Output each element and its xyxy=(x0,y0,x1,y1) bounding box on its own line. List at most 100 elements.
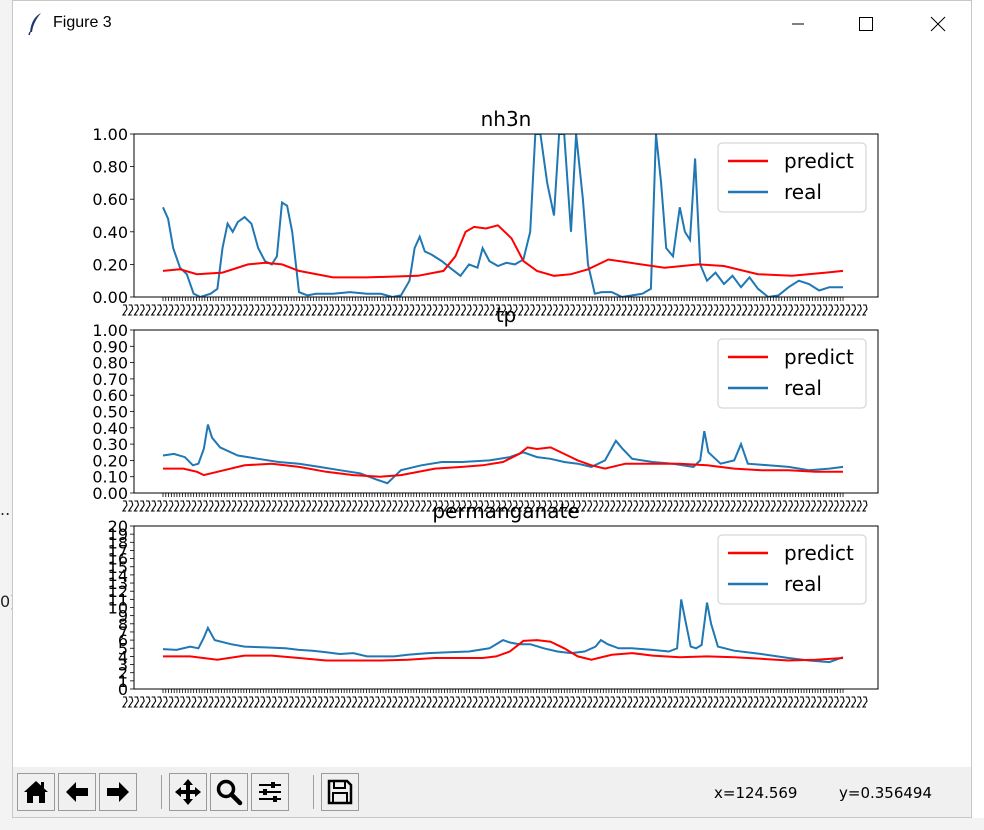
x-tick-label xyxy=(770,500,776,512)
feather-icon xyxy=(28,13,41,36)
x-tick-label xyxy=(626,696,633,708)
x-tick-label xyxy=(414,696,421,708)
minimize-button[interactable] xyxy=(775,1,821,47)
x-tick-label xyxy=(649,696,656,708)
x-tick-label xyxy=(328,500,335,512)
figure-canvas[interactable]: 0.00 0.20 0.40 0.60 0.80 1.00 nh3n predict real 0… xyxy=(13,47,971,767)
title-bar: Figure 3 xyxy=(13,1,971,47)
forward-button[interactable] xyxy=(99,773,137,811)
y-tick-label: 1 xyxy=(118,672,128,691)
save-button[interactable] xyxy=(321,773,359,811)
x-tick-label xyxy=(208,304,214,316)
x-tick-marks xyxy=(162,689,844,693)
zoom-button[interactable] xyxy=(210,773,248,811)
close-button[interactable] xyxy=(915,1,961,47)
x-tick-label xyxy=(546,696,553,708)
x-tick-label xyxy=(638,304,644,316)
x-tick-label xyxy=(758,500,765,512)
x-tick-label xyxy=(787,304,794,316)
x-tick-label xyxy=(712,696,719,708)
x-tick-label xyxy=(569,696,576,708)
series-line-predict xyxy=(163,639,844,662)
pan-button[interactable] xyxy=(169,773,207,811)
x-tick-label xyxy=(643,696,650,708)
x-tick-label xyxy=(144,500,151,512)
x-tick-label xyxy=(248,304,254,316)
configure-subplots-button[interactable] xyxy=(251,773,289,811)
x-tick-label xyxy=(271,304,277,316)
x-tick-label xyxy=(139,304,145,316)
x-tick-label xyxy=(397,696,403,708)
x-tick-label xyxy=(311,696,317,708)
x-tick-label xyxy=(322,696,329,708)
x-tick-label xyxy=(552,500,558,512)
x-tick-label xyxy=(821,500,828,512)
background-desktop xyxy=(0,0,12,830)
x-tick-label xyxy=(735,500,742,512)
x-tick-label xyxy=(701,304,707,316)
x-tick-label xyxy=(471,696,478,708)
x-tick-label xyxy=(236,304,243,316)
x-tick-label xyxy=(804,500,811,512)
x-tick-label xyxy=(672,304,679,316)
x-tick-label xyxy=(150,500,157,512)
y-tick-label: 10 xyxy=(108,599,128,618)
back-button[interactable] xyxy=(58,773,96,811)
x-tick-label xyxy=(167,304,174,316)
x-tick-label xyxy=(225,696,231,708)
x-tick-label xyxy=(580,304,587,316)
subplot-title: nh3n xyxy=(481,107,532,131)
maximize-button[interactable] xyxy=(843,1,889,47)
x-tick-label xyxy=(632,304,639,316)
x-tick-label xyxy=(752,696,759,708)
x-tick-label xyxy=(471,304,478,316)
x-tick-label xyxy=(540,304,547,316)
x-tick-label xyxy=(758,304,765,316)
x-tick-label xyxy=(856,696,862,708)
x-tick-label xyxy=(322,500,329,512)
x-tick-label xyxy=(351,500,358,512)
x-tick-label xyxy=(294,500,300,512)
x-tick-label xyxy=(586,696,593,708)
x-tick-label xyxy=(821,696,828,708)
x-tick-label xyxy=(328,304,335,316)
x-tick-label xyxy=(563,500,570,512)
x-tick-label xyxy=(448,500,455,512)
x-tick-label xyxy=(357,500,363,512)
x-tick-label xyxy=(236,696,243,708)
y-tick-label: 0.40 xyxy=(92,419,128,438)
legend-label-predict: predict xyxy=(784,149,854,173)
x-tick-label xyxy=(144,304,151,316)
x-tick-label xyxy=(741,500,748,512)
x-tick-label xyxy=(781,696,788,708)
x-tick-labels xyxy=(121,500,868,512)
x-tick-label xyxy=(793,500,799,512)
x-tick-label xyxy=(454,696,461,708)
x-tick-label xyxy=(208,500,214,512)
background-fragment: .. xyxy=(0,500,11,519)
y-tick-label: 0.40 xyxy=(92,223,128,242)
x-tick-label xyxy=(586,304,593,316)
x-tick-label xyxy=(586,500,593,512)
x-tick-label xyxy=(408,500,415,512)
x-tick-label xyxy=(265,304,272,316)
x-tick-label xyxy=(689,500,696,512)
axes-frame xyxy=(133,133,879,298)
x-tick-label xyxy=(276,500,283,512)
x-tick-label xyxy=(311,500,317,512)
x-tick-label xyxy=(695,696,702,708)
home-button[interactable] xyxy=(17,773,55,811)
x-tick-label xyxy=(190,500,197,512)
x-tick-label xyxy=(609,696,616,708)
x-tick-label xyxy=(523,500,530,512)
x-tick-label xyxy=(374,696,380,708)
x-tick-label xyxy=(598,696,604,708)
x-tick-label xyxy=(265,500,272,512)
x-tick-label xyxy=(821,304,828,316)
y-tick-label: 8 xyxy=(118,615,128,634)
x-tick-label xyxy=(334,500,340,512)
x-tick-label xyxy=(431,500,438,512)
x-tick-label xyxy=(827,500,834,512)
x-tick-label xyxy=(764,696,771,708)
x-tick-label xyxy=(735,304,742,316)
